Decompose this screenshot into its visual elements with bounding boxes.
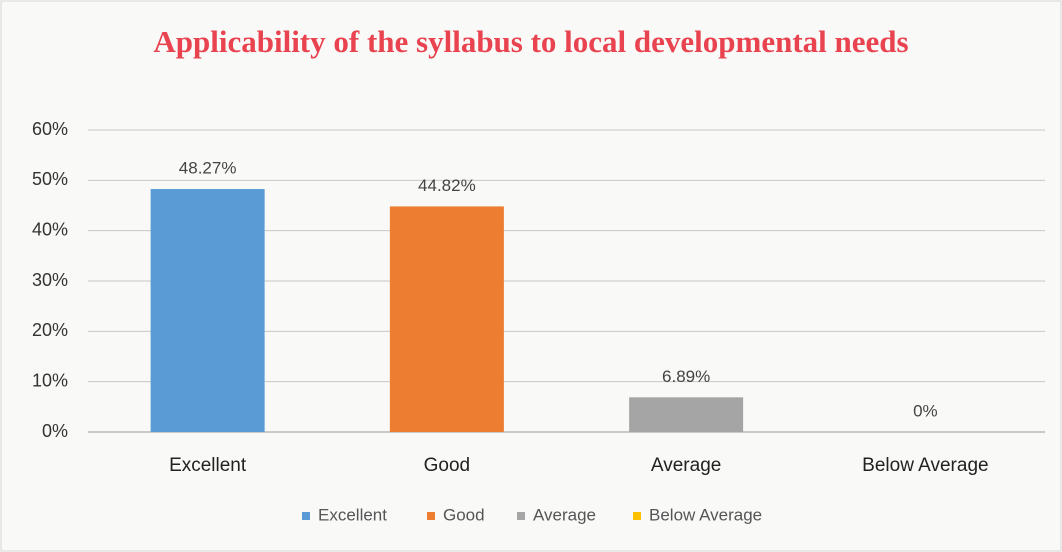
legend-swatch (427, 512, 435, 520)
y-tick-label: 20% (32, 320, 68, 340)
y-tick-label: 30% (32, 270, 68, 290)
value-label: 0% (913, 401, 938, 420)
value-label: 48.27% (179, 159, 237, 178)
legend-swatch (302, 512, 310, 520)
value-label: 6.89% (662, 367, 710, 386)
x-tick-label: Below Average (862, 455, 988, 476)
y-tick-label: 60% (32, 119, 68, 139)
y-tick-label: 50% (32, 169, 68, 189)
legend-label: Below Average (649, 505, 762, 524)
legend-swatch (517, 512, 525, 520)
y-tick-label: 0% (42, 421, 68, 441)
bar (150, 189, 265, 432)
y-tick-label: 40% (32, 219, 68, 239)
legend-label: Average (533, 505, 596, 524)
bar (629, 397, 744, 432)
x-tick-label: Excellent (169, 455, 247, 476)
bar (389, 206, 504, 432)
x-tick-label: Good (424, 455, 470, 476)
legend-label: Good (443, 505, 485, 524)
x-tick-label: Average (651, 455, 721, 476)
chart-title: Applicability of the syllabus to local d… (153, 24, 909, 59)
y-tick-label: 10% (32, 370, 68, 390)
legend-swatch (633, 512, 641, 520)
legend-label: Excellent (318, 505, 387, 524)
value-label: 44.82% (418, 176, 476, 195)
